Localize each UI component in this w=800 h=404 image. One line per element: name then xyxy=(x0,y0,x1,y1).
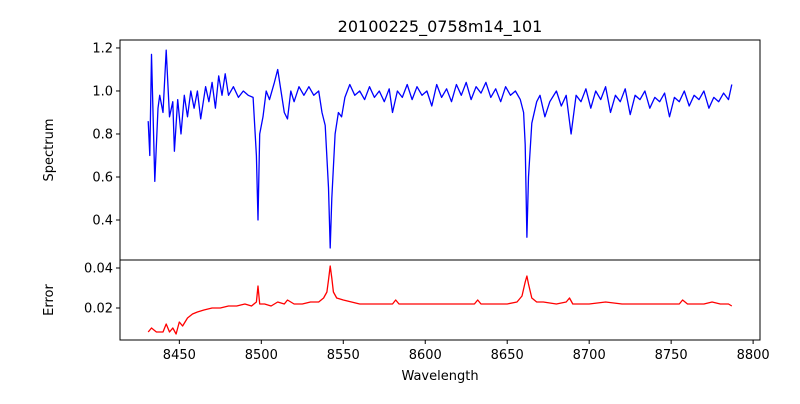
error-ylabel: Error xyxy=(42,284,57,316)
x-tick-label: 8750 xyxy=(655,348,688,363)
spectrum-line xyxy=(147,49,733,249)
y-tick-label: 0.6 xyxy=(92,170,113,185)
x-tick-label: 8700 xyxy=(573,348,606,363)
y-tick-label: 1.2 xyxy=(92,41,113,56)
y-tick-label: 1.0 xyxy=(92,84,113,99)
axes-frame xyxy=(119,259,761,341)
chart-title: 20100225_0758m14_101 xyxy=(338,17,543,37)
y-tick-label: 0.4 xyxy=(92,214,113,229)
x-tick-label: 8800 xyxy=(737,348,770,363)
y-tick-label: 0.8 xyxy=(92,127,113,142)
x-tick-label: 8500 xyxy=(245,348,278,363)
y-tick-label: 0.02 xyxy=(84,302,113,317)
x-tick-label: 8650 xyxy=(491,348,524,363)
error-line xyxy=(147,265,733,335)
spectrum-panel: 0.4 0.6 0.8 1.0 1.2 xyxy=(92,39,761,261)
x-axis-label: Wavelength xyxy=(401,369,478,384)
x-tick-label: 8550 xyxy=(327,348,360,363)
axes-frame xyxy=(119,39,761,261)
spectrum-ylabel: Spectrum xyxy=(42,119,57,182)
x-tick-label: 8450 xyxy=(163,348,196,363)
y-tick-label: 0.04 xyxy=(84,262,113,277)
x-tick-label: 8600 xyxy=(409,348,442,363)
error-panel: 0.02 0.04 8450 8500 8550 8600 8650 8700 8750 8800 xyxy=(84,259,770,363)
